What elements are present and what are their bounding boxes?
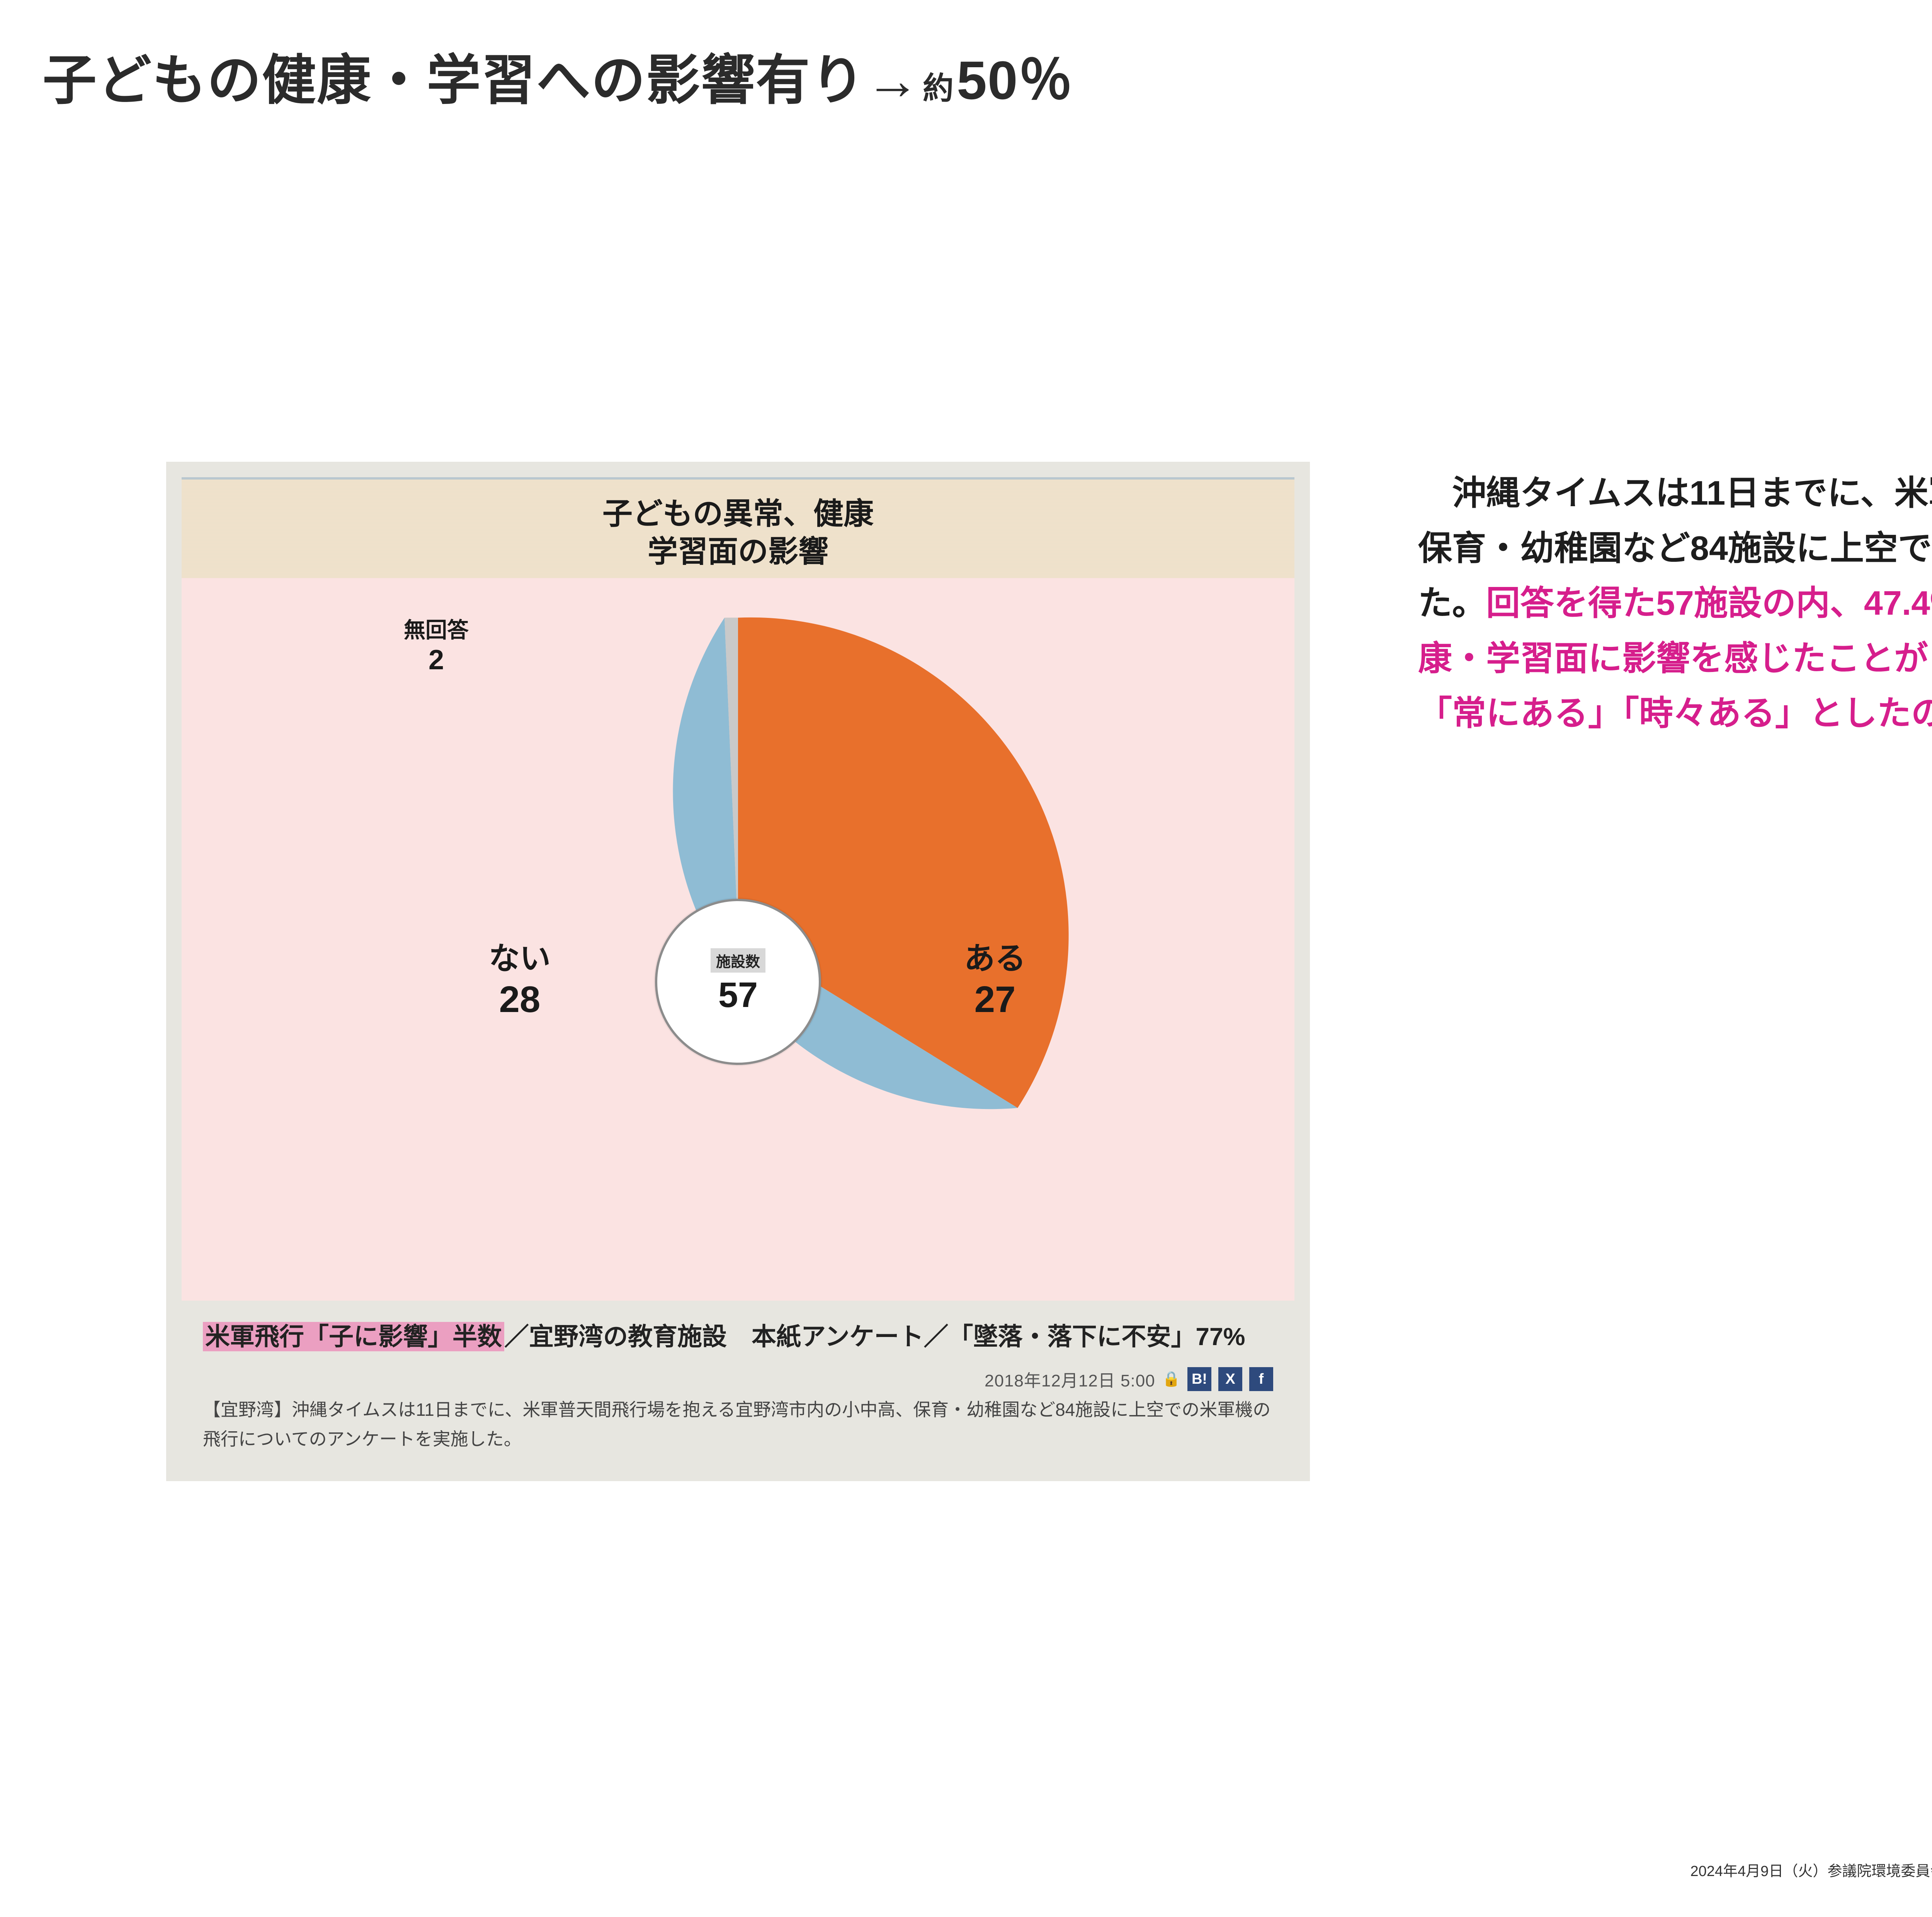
pie-value-aru: 27 <box>964 978 1026 1021</box>
pie-chart-area: 無回答 2 ない 28 ある 27 施設数 57 <box>182 578 1294 1301</box>
pie-value-nai: 28 <box>489 978 551 1021</box>
pie-center-circle: 施設数 57 <box>655 899 821 1065</box>
body-segment-1: 回答を得た57施設の内、47.4%の27施設が米軍機によって子どもの異常や健康・… <box>1418 584 1932 732</box>
lock-icon: 🔒 <box>1162 1371 1180 1388</box>
title-percent-text: 50％ <box>957 50 1073 111</box>
news-date-text: 2018年12月12日 5:00 <box>985 1367 1155 1391</box>
pie-label-aru-text: ある <box>964 941 1026 976</box>
pie-label-nai: ない 28 <box>489 934 551 1021</box>
pie-value-no-answer: 2 <box>404 644 469 676</box>
page-title: 子どもの健康・学習への影響有り→約50％ <box>43 37 1073 115</box>
pie-label-no-answer: 無回答 2 <box>404 613 469 676</box>
footer-citation: 2024年4月9日（火）参議院環境委員会／れいわ新選組 山本太郎／【出典】201… <box>974 1859 1932 1880</box>
chart-title-line2: 学習面の影響 <box>185 533 1291 571</box>
pie-center-value: 57 <box>718 975 758 1015</box>
title-main-text: 子どもの健康・学習への影響有り→ <box>43 50 920 111</box>
news-headline-highlighted: 米軍飛行「子に影響」半数 <box>203 1322 504 1351</box>
news-description-text: 【宜野湾】沖縄タイムスは11日までに、米軍普天間飛行場を抱える宜野湾市内の小中高… <box>203 1395 1273 1454</box>
hatena-icon[interactable]: B! <box>1187 1367 1211 1391</box>
x-icon[interactable]: X <box>1218 1367 1242 1391</box>
pie-chart: 無回答 2 ない 28 ある 27 施設数 57 <box>400 597 1076 1274</box>
facebook-icon[interactable]: f <box>1249 1367 1273 1391</box>
news-clipping-card: 子どもの異常、健康 学習面の影響 無回答 2 <box>166 462 1310 1481</box>
pie-label-no-answer-text: 無回答 <box>404 613 469 644</box>
body-paragraph: 沖縄タイムスは11日までに、米軍普天間飛行場を抱える宜野湾市内の小中高、保育・幼… <box>1418 466 1932 741</box>
chart-title-line1: 子どもの異常、健康 <box>185 495 1291 533</box>
news-headline-text: 米軍飛行「子に影響」半数／宜野湾の教育施設 本紙アンケート／「墜落・落下に不安」… <box>203 1318 1273 1355</box>
pie-label-nai-text: ない <box>489 941 551 976</box>
pie-center-tag: 施設数 <box>711 948 765 973</box>
pie-label-aru: ある 27 <box>964 934 1026 1021</box>
news-meta-row: 2018年12月12日 5:00 🔒 B! X f <box>203 1367 1273 1391</box>
chart-title-bar: 子どもの異常、健康 学習面の影響 <box>182 477 1294 578</box>
title-approx-text: 約 <box>923 71 954 105</box>
chart-image: 子どもの異常、健康 学習面の影響 無回答 2 <box>182 477 1294 1301</box>
news-headline-block: 米軍飛行「子に影響」半数／宜野湾の教育施設 本紙アンケート／「墜落・落下に不安」… <box>182 1301 1294 1466</box>
